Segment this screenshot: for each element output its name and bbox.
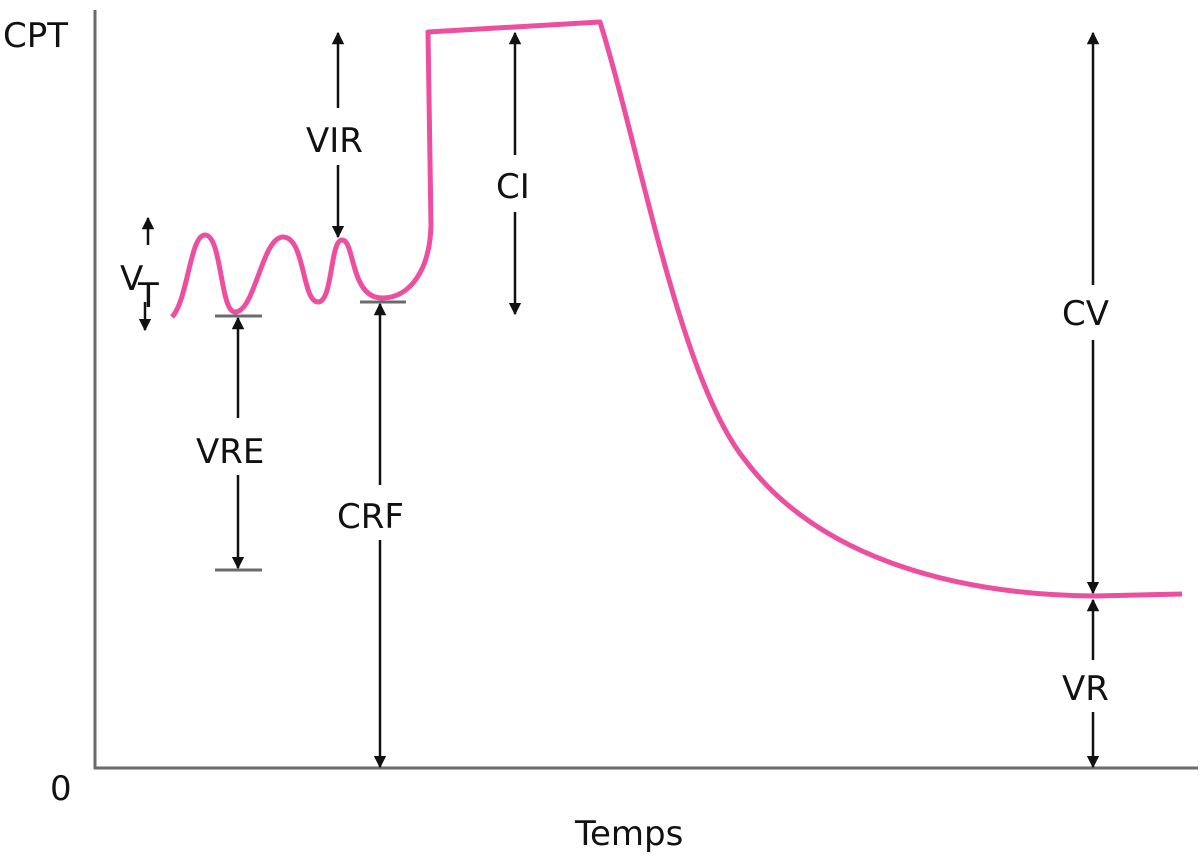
vir-label: VIR [306, 121, 363, 161]
ci-label: CI [496, 167, 530, 207]
vt-label: V [120, 259, 143, 299]
vre-label: VRE [196, 432, 264, 472]
volume-curve [170, 19, 1183, 599]
vt-label-subscript: T [137, 276, 159, 316]
crf-label: CRF [337, 497, 404, 537]
y-axis-zero: 0 [50, 769, 72, 809]
vr-label: VR [1062, 669, 1109, 709]
y-axis-label: CPT [3, 16, 68, 56]
x-axis-label: Temps [574, 814, 683, 854]
cv-label: CV [1062, 294, 1109, 334]
